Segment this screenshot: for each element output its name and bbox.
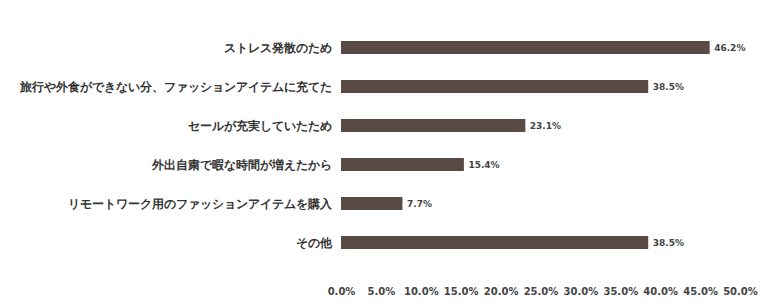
- svg-text:10.0%: 10.0%: [404, 286, 439, 297]
- svg-text:旅行や外食ができない分、ファッションアイテムに充てた: 旅行や外食ができない分、ファッションアイテムに充てた: [19, 80, 332, 94]
- svg-text:外出自粛で暇な時間が増えたから: 外出自粛で暇な時間が増えたから: [151, 158, 332, 172]
- svg-text:5.0%: 5.0%: [368, 286, 396, 297]
- svg-text:25.0%: 25.0%: [524, 286, 559, 297]
- svg-text:50.0%: 50.0%: [723, 286, 758, 297]
- svg-text:38.5%: 38.5%: [653, 82, 684, 92]
- svg-text:30.0%: 30.0%: [564, 286, 599, 297]
- svg-text:15.0%: 15.0%: [444, 286, 479, 297]
- svg-text:35.0%: 35.0%: [603, 286, 638, 297]
- svg-text:40.0%: 40.0%: [643, 286, 678, 297]
- svg-text:その他: その他: [296, 236, 333, 250]
- svg-text:ストレス発散のため: ストレス発散のため: [224, 41, 332, 55]
- svg-text:リモートワーク用のファッションアイテムを購入: リモートワーク用のファッションアイテムを購入: [68, 197, 333, 211]
- svg-text:セールが充実していたため: セールが充実していたため: [188, 119, 332, 133]
- svg-text:45.0%: 45.0%: [683, 286, 718, 297]
- svg-text:20.0%: 20.0%: [484, 286, 519, 297]
- svg-text:46.2%: 46.2%: [714, 43, 745, 53]
- svg-text:7.7%: 7.7%: [407, 199, 432, 209]
- svg-text:23.1%: 23.1%: [530, 121, 561, 131]
- svg-text:38.5%: 38.5%: [653, 238, 684, 248]
- svg-text:0.0%: 0.0%: [328, 286, 356, 297]
- svg-text:15.4%: 15.4%: [468, 160, 499, 170]
